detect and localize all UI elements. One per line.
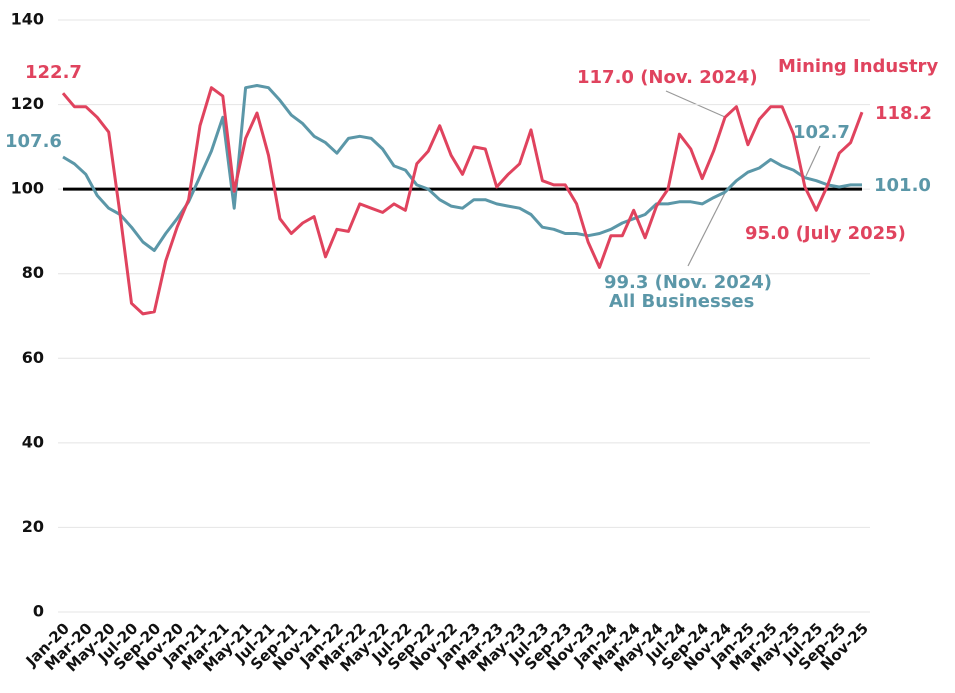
annotation: 101.0 — [874, 175, 931, 196]
annotation: 99.3 (Nov. 2024) — [604, 272, 772, 293]
annotation: 102.7 — [793, 122, 850, 143]
series-line — [62, 84, 862, 252]
annotation: 117.0 (Nov. 2024) — [577, 67, 758, 88]
y-tick-label: 20 — [22, 517, 44, 536]
leader-line — [805, 145, 821, 177]
leader-line — [687, 192, 726, 267]
annotation: 107.6 — [5, 131, 62, 152]
y-tick-label: 140 — [11, 10, 44, 29]
annotation: 95.0 (July 2025) — [745, 223, 906, 244]
leader-line — [665, 90, 726, 118]
annotation: 118.2 — [875, 103, 932, 124]
y-tick-label: 100 — [11, 179, 44, 198]
y-tick-label: 0 — [33, 602, 44, 621]
series-line — [61, 86, 864, 316]
series-label: All Businesses — [609, 291, 754, 312]
series-label: Mining Industry — [778, 56, 938, 77]
y-tick-label: 80 — [22, 263, 44, 282]
y-tick-label: 60 — [22, 348, 44, 367]
y-tick-label: 120 — [11, 94, 44, 113]
y-tick-label: 40 — [22, 432, 44, 451]
annotation: 122.7 — [25, 62, 82, 83]
